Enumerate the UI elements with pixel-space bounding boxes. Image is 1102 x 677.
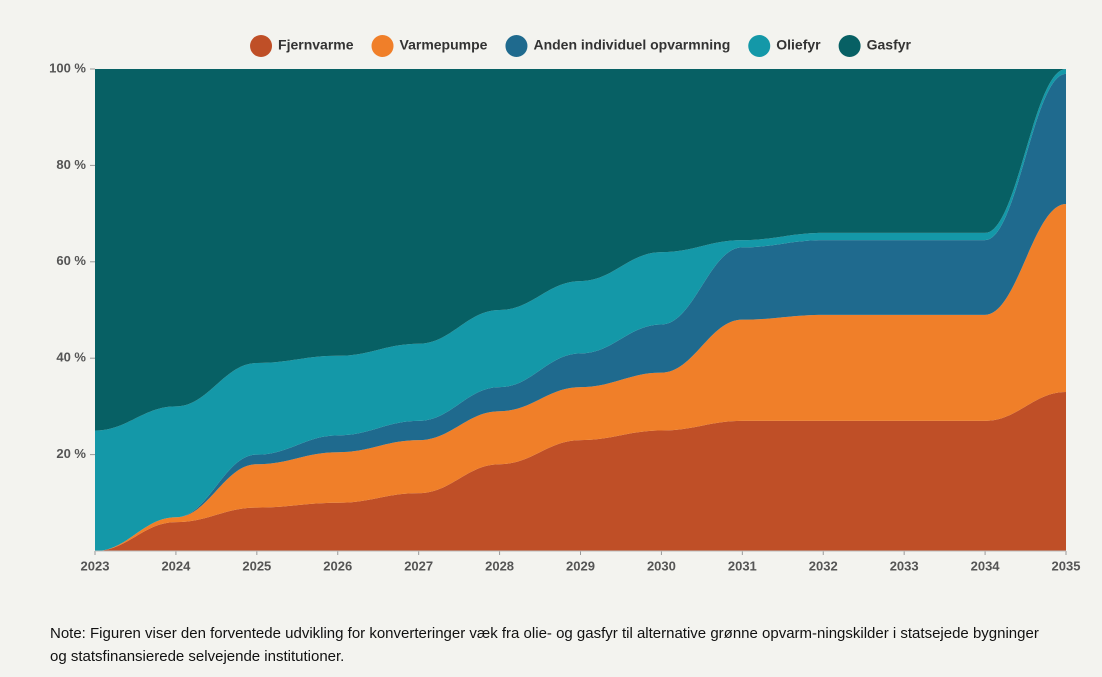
y-tick-label: 80 %: [56, 157, 86, 172]
chart: 20 % 40 % 60 % 80 % 100 % 2023 2024 2025 2026 202…: [49, 35, 1081, 573]
x-tick-label: 2030: [647, 558, 676, 573]
x-tick-label: 2025: [242, 558, 271, 573]
x-tick-label: 2023: [81, 558, 110, 573]
legend-label: Varmepumpe: [400, 37, 488, 53]
y-tick-label: 20 %: [56, 446, 86, 461]
x-tick-label: 2028: [485, 558, 514, 573]
area: [95, 203, 1066, 551]
legend-marker: [505, 35, 528, 57]
legend-marker: [371, 35, 394, 57]
area: [95, 69, 1066, 431]
legend-label: Oliefyr: [776, 37, 821, 53]
note: Note: Figuren viser den forventede udvik…: [50, 625, 1039, 665]
x-tick-label: 2024: [161, 558, 191, 573]
x-tick-label: 2032: [809, 558, 838, 573]
x-tick-label: 2031: [728, 558, 757, 573]
legend-marker: [838, 35, 861, 57]
y-tick-label: 100 %: [49, 60, 86, 75]
x-tick-label: 2027: [404, 558, 433, 573]
legend-label: Fjernvarme: [278, 37, 354, 53]
area: [95, 69, 1066, 551]
legend-marker: [748, 35, 771, 57]
x-tick-label: 2034: [971, 558, 1001, 573]
area: [95, 73, 1066, 551]
x-tick-label: 2035: [1052, 558, 1081, 573]
legend-label: Anden individuel opvarmning: [533, 37, 730, 53]
y-tick-label: 40 %: [56, 350, 86, 365]
x-tick-label: 2026: [323, 558, 352, 573]
x-tick-label: 2029: [566, 558, 595, 573]
x-tick-label: 2033: [890, 558, 919, 573]
legend-marker: [250, 35, 273, 57]
area: [95, 391, 1066, 551]
legend-label: Gasfyr: [867, 37, 912, 53]
y-tick-label: 60 %: [56, 253, 86, 268]
